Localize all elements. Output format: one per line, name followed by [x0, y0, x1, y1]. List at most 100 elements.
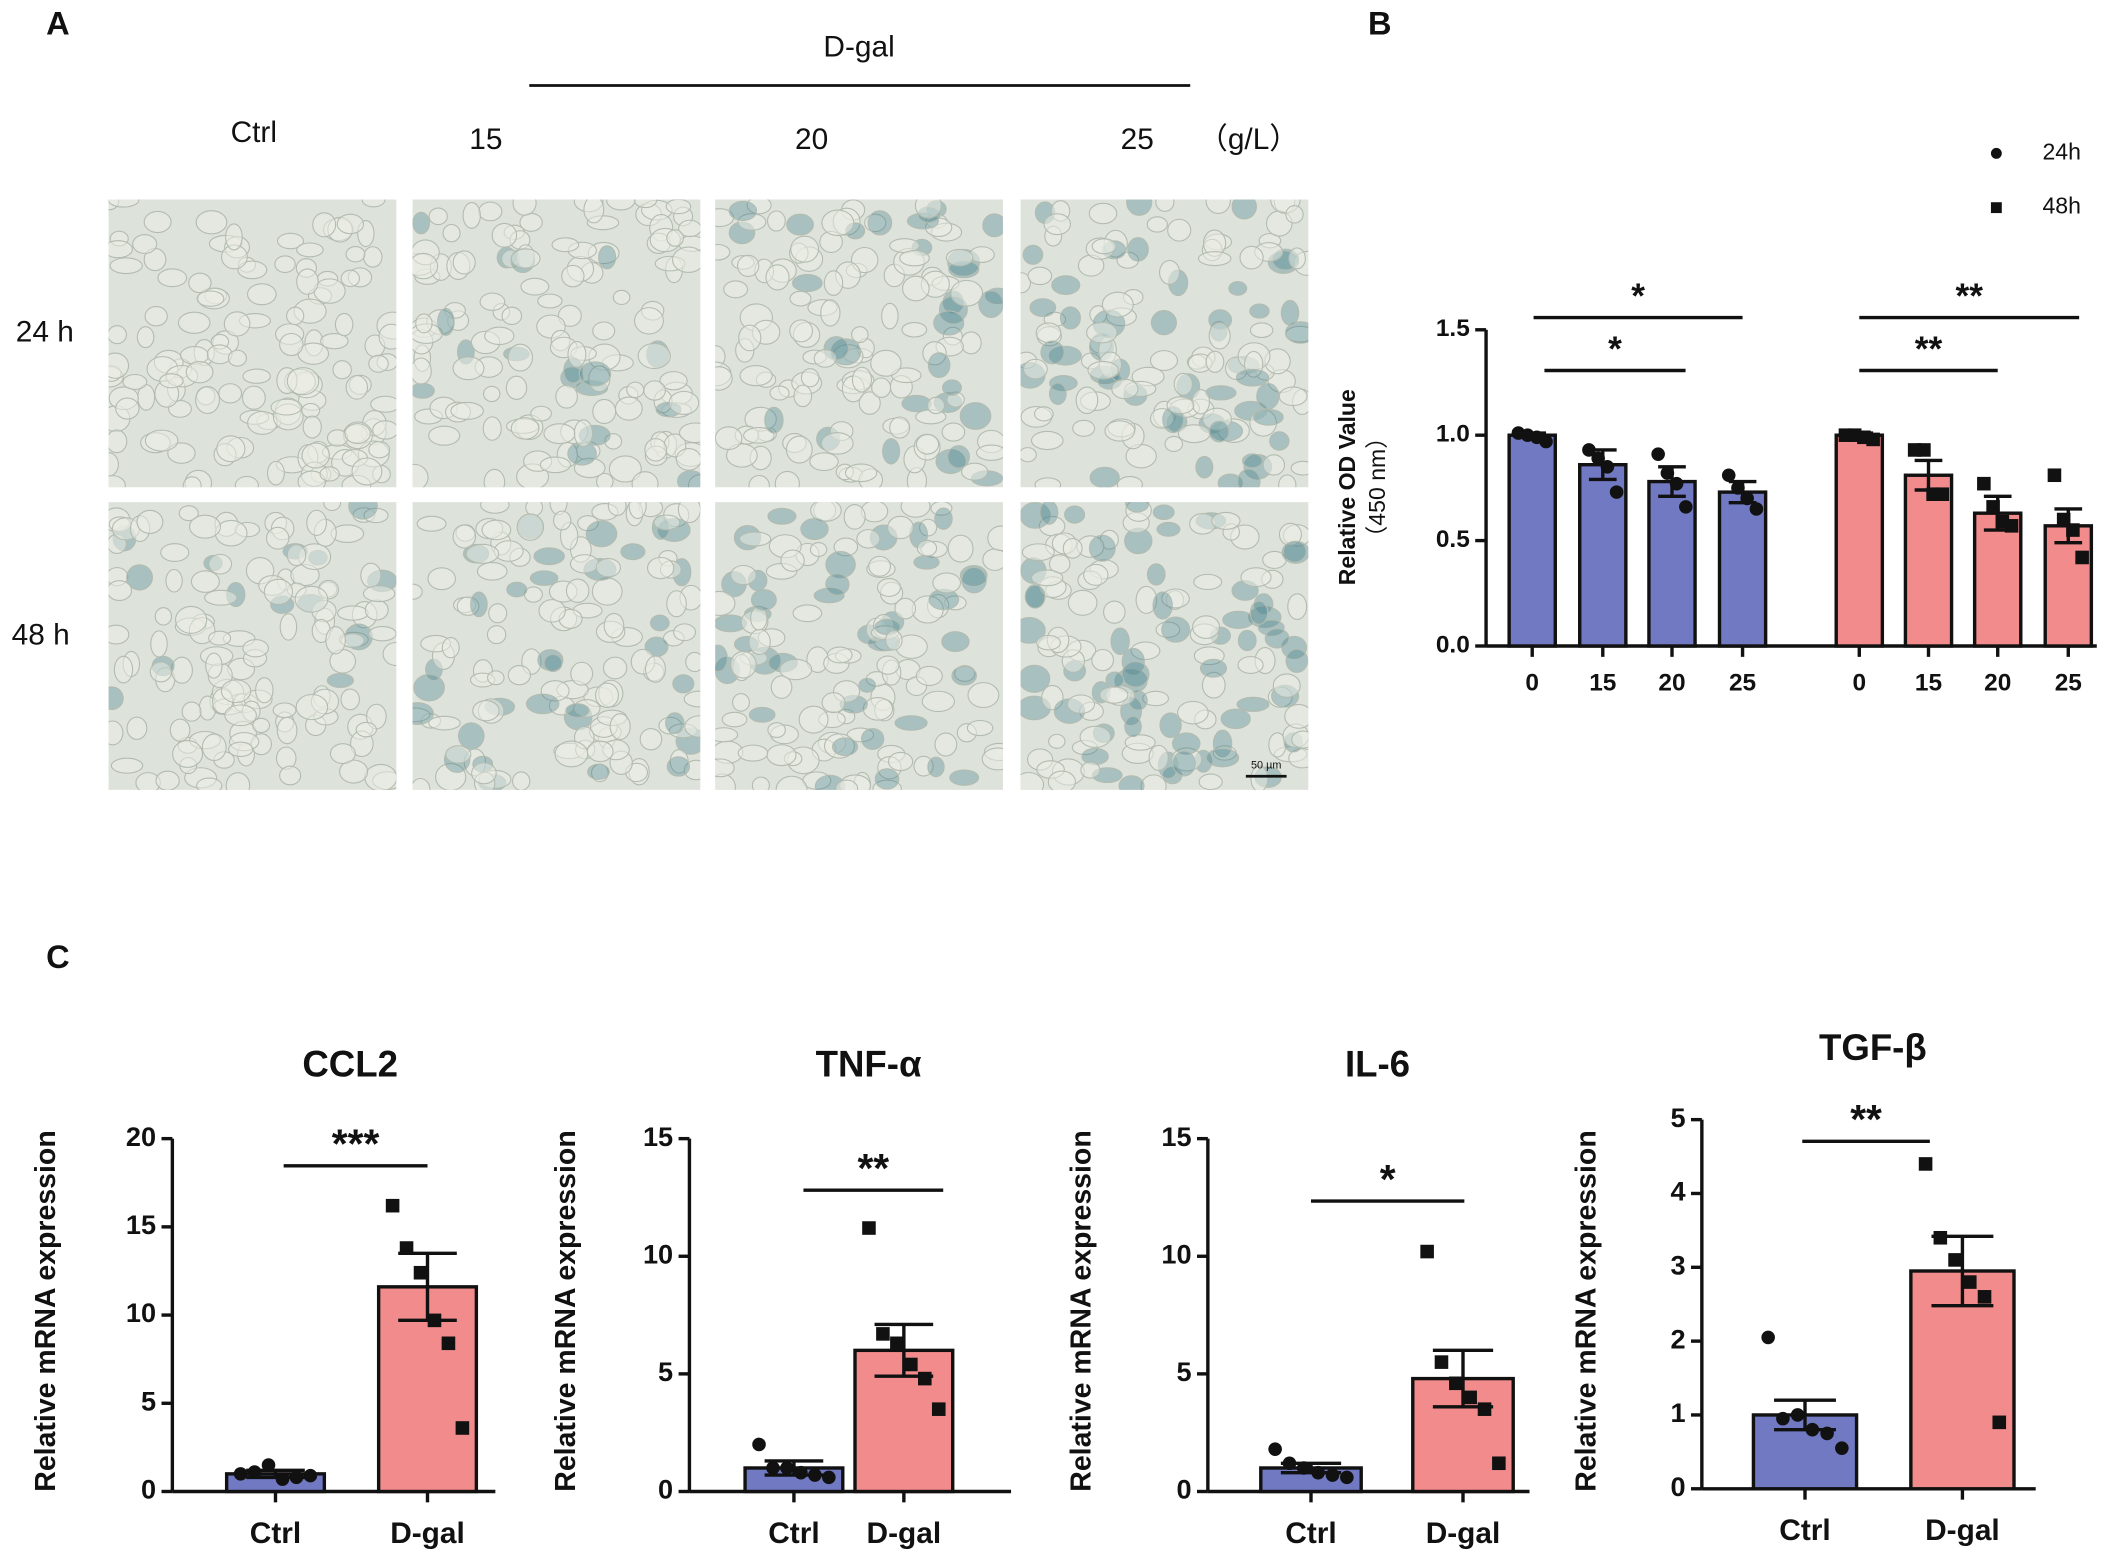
cell: [234, 475, 259, 488]
cell: [108, 240, 133, 259]
cell: [452, 250, 476, 275]
y-tick-label: 3: [1670, 1249, 1685, 1280]
data-point: [1420, 1244, 1434, 1259]
data-point: [1749, 502, 1764, 516]
cell: [1080, 761, 1101, 779]
cell: [108, 580, 133, 601]
cell: [220, 679, 252, 704]
significance-label: *: [1631, 277, 1645, 316]
x-tick-label: 15: [1589, 669, 1616, 696]
cell: [826, 646, 853, 664]
cell: [294, 585, 329, 613]
significance-label: **: [1915, 330, 1943, 369]
data-point: [1835, 1441, 1849, 1455]
cell: [595, 682, 619, 709]
cell: [537, 293, 563, 309]
cell: [1199, 658, 1228, 678]
error-bar: [1432, 1348, 1494, 1409]
cell: [1104, 420, 1136, 442]
cell: [237, 260, 268, 280]
error-bar: [764, 1459, 824, 1477]
cell: [1231, 199, 1257, 220]
cell: [340, 269, 361, 288]
cell: [800, 518, 829, 541]
cell: [415, 313, 433, 334]
cell: [205, 652, 223, 679]
cell: [1253, 593, 1274, 616]
cell: [644, 655, 666, 683]
cell: [551, 237, 580, 253]
cell: [976, 444, 1003, 461]
cell: [506, 581, 528, 598]
cell: [1172, 750, 1196, 777]
cell: [362, 585, 396, 603]
cell: [644, 438, 668, 462]
cell: [1079, 725, 1112, 748]
cell: [185, 360, 214, 384]
cell: [165, 568, 183, 593]
cell: [1278, 386, 1308, 407]
cell: [108, 199, 140, 208]
cell: [1208, 420, 1230, 443]
data-point: [1463, 1390, 1477, 1405]
cell: [177, 311, 211, 334]
cell: [1278, 522, 1302, 547]
bar: [1507, 433, 1557, 648]
data-point: [876, 1327, 890, 1341]
cell: [770, 675, 793, 699]
cell: [378, 323, 397, 350]
cell: [823, 733, 855, 759]
cell: [462, 202, 481, 229]
cell: [1155, 199, 1175, 212]
cell: [737, 744, 769, 762]
cell: [715, 758, 735, 778]
cell: [969, 246, 995, 263]
cell: [835, 779, 859, 790]
cell: [416, 515, 447, 532]
cell: [914, 199, 942, 219]
y-tick-label: 2: [1670, 1323, 1685, 1354]
cell: [1049, 375, 1078, 392]
cell: [612, 289, 631, 305]
cell: [1268, 732, 1287, 758]
cell: [144, 429, 179, 452]
cell: [789, 290, 812, 307]
cell: [602, 656, 628, 680]
cell: [1091, 648, 1115, 672]
cell: [767, 722, 786, 739]
cell: [543, 653, 563, 673]
cell: [634, 307, 664, 335]
cell: [306, 509, 327, 536]
cell: [525, 693, 560, 715]
data-point: [1340, 1470, 1354, 1485]
cell: [1171, 732, 1201, 755]
data-point: [413, 1265, 428, 1280]
significance-label: *: [1608, 330, 1622, 369]
y-axis-label: Relative mRNA expression: [1570, 1130, 1602, 1491]
cell: [225, 223, 243, 251]
cell: [861, 727, 885, 750]
cell: [851, 326, 869, 344]
cell: [1126, 199, 1153, 216]
cell: [823, 270, 844, 296]
cell: [751, 776, 770, 790]
legend-marker: [1990, 147, 2002, 159]
cell: [649, 614, 670, 632]
cells: [715, 502, 1003, 790]
cell: [673, 623, 697, 642]
error-bar: [2054, 507, 2083, 545]
cell: [181, 701, 202, 722]
cell: [586, 740, 614, 763]
cell: [362, 246, 383, 268]
cell: [149, 661, 172, 683]
cell: [195, 386, 220, 415]
cell: [732, 693, 750, 712]
cell: [1030, 569, 1064, 587]
cell: [382, 641, 397, 667]
cell: [1167, 218, 1192, 242]
cell: [428, 207, 448, 226]
cell: [633, 199, 658, 209]
data-point: [780, 1461, 794, 1475]
error-bar: [1931, 1234, 1994, 1308]
data-point: [1776, 1411, 1790, 1426]
